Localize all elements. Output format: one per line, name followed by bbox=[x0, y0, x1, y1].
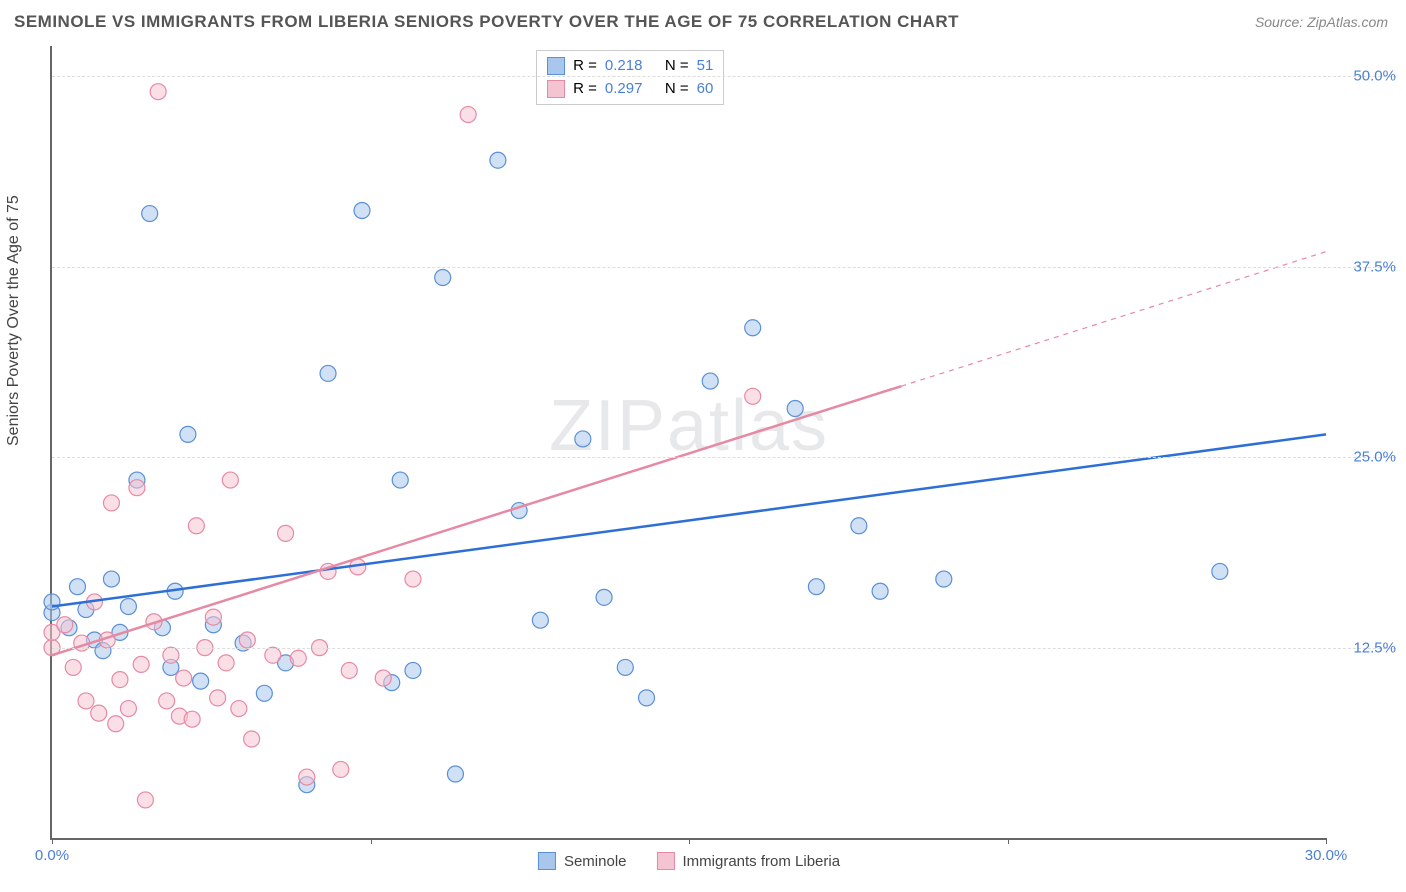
x-tick-label: 30.0% bbox=[1305, 847, 1348, 864]
scatter-point bbox=[851, 518, 867, 534]
gridline bbox=[52, 457, 1396, 458]
source-attribution: Source: ZipAtlas.com bbox=[1255, 14, 1388, 30]
scatter-point bbox=[231, 701, 247, 717]
scatter-point bbox=[702, 373, 718, 389]
scatter-point bbox=[405, 571, 421, 587]
scatter-point bbox=[256, 685, 272, 701]
scatter-point bbox=[159, 693, 175, 709]
scatter-point bbox=[91, 705, 107, 721]
scatter-point bbox=[133, 656, 149, 672]
gridline bbox=[52, 76, 1396, 77]
scatter-point bbox=[1212, 563, 1228, 579]
chart-title: SEMINOLE VS IMMIGRANTS FROM LIBERIA SENI… bbox=[14, 12, 959, 32]
swatch-liberia-bottom bbox=[657, 852, 675, 870]
legend-label-seminole: Seminole bbox=[564, 853, 627, 870]
legend-item-seminole: Seminole bbox=[538, 852, 627, 870]
legend-series: Seminole Immigrants from Liberia bbox=[538, 852, 840, 870]
plot-area: ZIPatlas R = 0.218 N = 51 R = 0.297 N = … bbox=[50, 46, 1326, 840]
plot-svg bbox=[52, 46, 1326, 838]
scatter-point bbox=[244, 731, 260, 747]
scatter-point bbox=[108, 716, 124, 732]
scatter-point bbox=[176, 670, 192, 686]
scatter-point bbox=[142, 206, 158, 222]
scatter-point bbox=[745, 320, 761, 336]
trend-line-dashed bbox=[901, 252, 1326, 387]
scatter-point bbox=[65, 659, 81, 675]
scatter-point bbox=[112, 672, 128, 688]
scatter-point bbox=[129, 480, 145, 496]
scatter-point bbox=[78, 693, 94, 709]
chart-container: SEMINOLE VS IMMIGRANTS FROM LIBERIA SENI… bbox=[0, 0, 1406, 892]
x-tick bbox=[1326, 838, 1327, 844]
scatter-point bbox=[103, 571, 119, 587]
scatter-point bbox=[290, 650, 306, 666]
y-tick-label: 37.5% bbox=[1336, 258, 1396, 275]
scatter-point bbox=[205, 609, 221, 625]
scatter-point bbox=[447, 766, 463, 782]
trend-line bbox=[52, 434, 1326, 606]
scatter-point bbox=[575, 431, 591, 447]
scatter-point bbox=[341, 662, 357, 678]
scatter-point bbox=[392, 472, 408, 488]
scatter-point bbox=[218, 655, 234, 671]
scatter-point bbox=[808, 579, 824, 595]
gridline bbox=[52, 648, 1396, 649]
scatter-point bbox=[490, 152, 506, 168]
scatter-point bbox=[163, 647, 179, 663]
source-name: ZipAtlas.com bbox=[1307, 14, 1388, 30]
scatter-point bbox=[532, 612, 548, 628]
scatter-point bbox=[872, 583, 888, 599]
scatter-point bbox=[354, 202, 370, 218]
scatter-point bbox=[596, 589, 612, 605]
legend-item-liberia: Immigrants from Liberia bbox=[657, 852, 841, 870]
scatter-point bbox=[787, 400, 803, 416]
scatter-point bbox=[120, 701, 136, 717]
y-axis-label: Seniors Poverty Over the Age of 75 bbox=[5, 195, 23, 446]
scatter-point bbox=[405, 662, 421, 678]
x-tick bbox=[371, 838, 372, 844]
scatter-point bbox=[278, 525, 294, 541]
scatter-point bbox=[69, 579, 85, 595]
x-tick bbox=[689, 838, 690, 844]
scatter-point bbox=[184, 711, 200, 727]
scatter-point bbox=[435, 270, 451, 286]
scatter-point bbox=[188, 518, 204, 534]
scatter-point bbox=[239, 632, 255, 648]
scatter-point bbox=[150, 84, 166, 100]
legend-label-liberia: Immigrants from Liberia bbox=[683, 853, 841, 870]
scatter-point bbox=[180, 426, 196, 442]
scatter-point bbox=[299, 769, 315, 785]
scatter-point bbox=[193, 673, 209, 689]
scatter-point bbox=[936, 571, 952, 587]
scatter-point bbox=[265, 647, 281, 663]
scatter-point bbox=[745, 388, 761, 404]
scatter-point bbox=[222, 472, 238, 488]
scatter-point bbox=[120, 598, 136, 614]
x-tick bbox=[52, 838, 53, 844]
scatter-point bbox=[320, 365, 336, 381]
x-tick-label: 0.0% bbox=[35, 847, 69, 864]
scatter-point bbox=[210, 690, 226, 706]
scatter-point bbox=[44, 594, 60, 610]
scatter-point bbox=[639, 690, 655, 706]
scatter-point bbox=[103, 495, 119, 511]
scatter-point bbox=[617, 659, 633, 675]
swatch-seminole-bottom bbox=[538, 852, 556, 870]
x-tick bbox=[1008, 838, 1009, 844]
y-tick-label: 25.0% bbox=[1336, 449, 1396, 466]
y-tick-label: 12.5% bbox=[1336, 639, 1396, 656]
trend-line bbox=[52, 386, 901, 655]
y-tick-label: 50.0% bbox=[1336, 68, 1396, 85]
source-label: Source: bbox=[1255, 14, 1303, 30]
scatter-point bbox=[137, 792, 153, 808]
scatter-point bbox=[375, 670, 391, 686]
scatter-point bbox=[333, 761, 349, 777]
scatter-point bbox=[460, 107, 476, 123]
gridline bbox=[52, 267, 1396, 268]
scatter-point bbox=[57, 617, 73, 633]
